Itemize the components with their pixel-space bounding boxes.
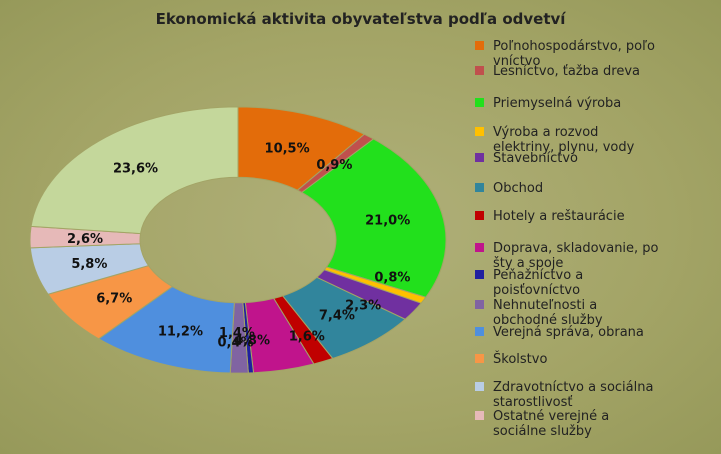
legend-swatch-6 [475,211,484,220]
legend-swatch-13 [475,411,484,420]
chart-title: Ekonomická aktivita obyvateľstva podľa o… [155,10,566,28]
slice-label-3: 0,8% [374,270,410,285]
slice-label-8: 0,4% [217,336,253,351]
legend-label-7: Doprava, skladovanie, po [493,241,659,256]
legend-label-5: Obchod [493,181,543,196]
legend-label-13: sociálne služby [493,424,592,439]
legend-swatch-10 [475,327,484,336]
slice-label-0: 10,5% [265,141,310,156]
legend: Poľnohospodárstvo, poľovníctvoLesníctvo,… [475,39,659,439]
legend-label-9: obchodné služby [493,313,603,328]
slice-labels-group: 10,5% 0,9% 21,0% 0,8% 2,3%7,4% 1,6% 4,8%0,4%1,… [67,141,410,350]
legend-label-9: Nehnuteľnosti a [493,298,597,313]
slice-label-13: 2,6% [67,232,103,247]
legend-swatch-11 [475,354,484,363]
slice-label-9: 1,4% [219,326,255,341]
legend-swatch-4 [475,153,484,162]
slices-group [29,106,447,374]
legend-swatch-8 [475,270,484,279]
legend-label-10: Verejná správa, obrana [493,325,644,340]
legend-label-0: Poľnohospodárstvo, poľo [493,39,655,54]
legend-swatch-7 [475,243,484,252]
legend-swatch-9 [475,300,484,309]
legend-swatch-5 [475,183,484,192]
legend-label-12: Zdravotníctvo a sociálna [493,380,653,395]
slice-label-4: 2,3% [345,299,381,314]
legend-label-0: vníctvo [493,54,540,69]
slice-label-12: 5,8% [71,257,107,272]
slice-label-10: 11,2% [158,325,203,340]
slice-label-6: 1,6% [289,329,325,344]
slice-label-11: 6,7% [96,292,132,307]
legend-label-11: Školstvo [493,351,547,367]
slice-label-7: 4,8% [234,333,270,348]
legend-swatch-0 [475,41,484,50]
legend-swatch-2 [475,98,484,107]
legend-label-1: Lesníctvo, ťažba dreva [493,64,640,79]
legend-label-13: Ostatné verejné a [493,409,609,424]
legend-swatch-3 [475,127,484,136]
slice-14 [30,106,239,235]
legend-label-4: Stavebníctvo [493,151,578,166]
legend-label-8: poisťovníctvo [493,283,580,298]
slice-label-14: 23,6% [113,161,158,176]
legend-swatch-12 [475,382,484,391]
legend-label-2: Priemyselná výroba [493,96,621,111]
legend-label-12: starostlivosť [493,395,572,410]
legend-label-3: Výroba a rozvod [493,125,598,140]
legend-label-8: Peňažníctvo a [493,268,583,283]
legend-swatch-1 [475,66,484,75]
legend-label-6: Hotely a reštaurácie [493,209,625,224]
slice-label-5: 7,4% [319,309,355,324]
slice-label-2: 21,0% [365,214,410,229]
slice-label-1: 0,9% [316,158,352,173]
legend-label-3: elektriny, plynu, vody [493,140,635,155]
legend-label-7: šty a spoje [493,256,563,271]
slice-2 [300,138,447,298]
